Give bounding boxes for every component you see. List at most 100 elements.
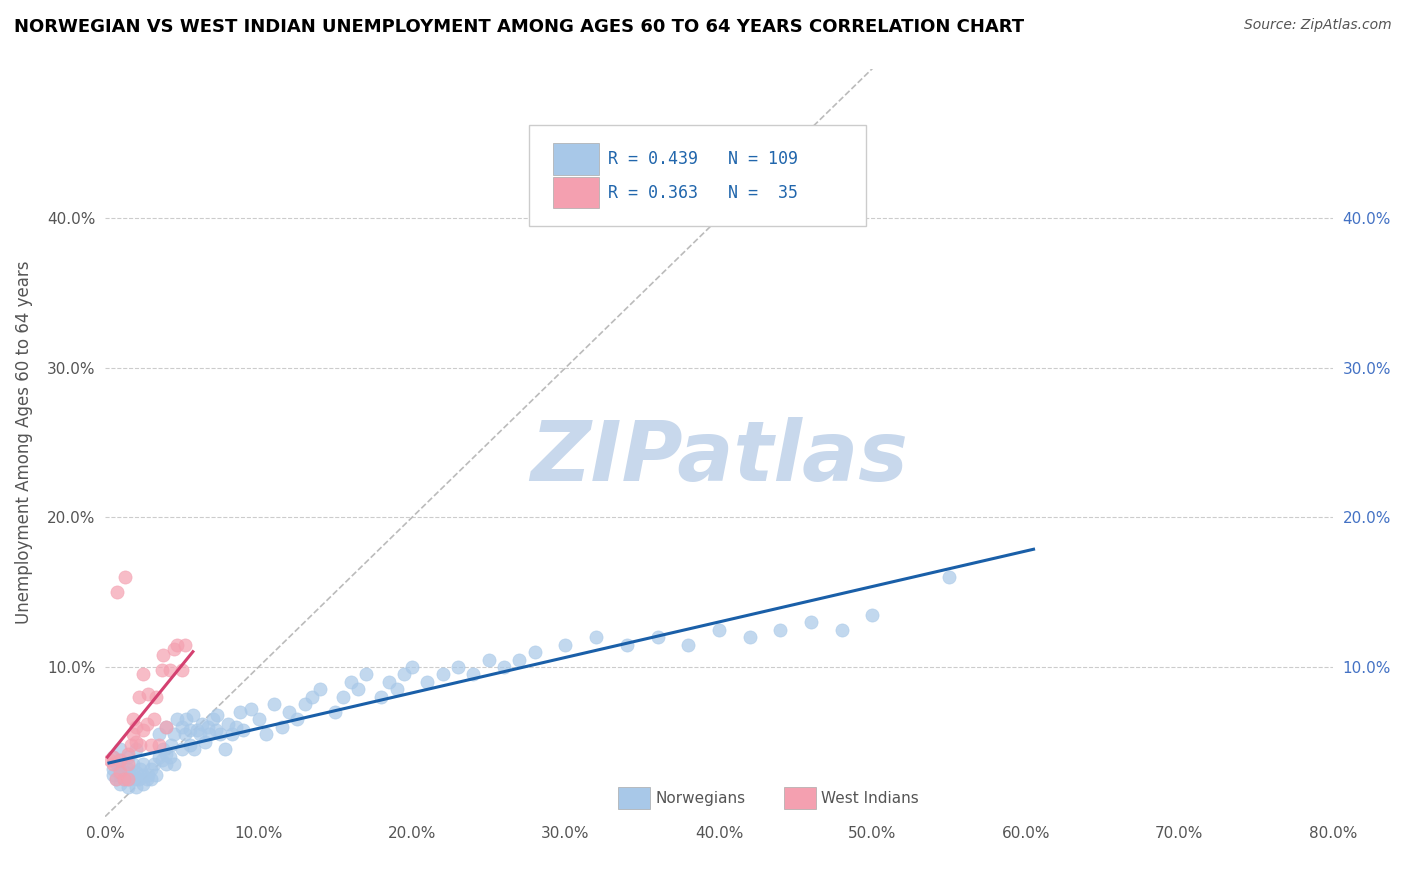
Point <box>170 720 193 734</box>
Point <box>101 749 124 764</box>
Text: NORWEGIAN VS WEST INDIAN UNEMPLOYMENT AMONG AGES 60 TO 64 YEARS CORRELATION CHAR: NORWEGIAN VS WEST INDIAN UNEMPLOYMENT AM… <box>14 18 1024 36</box>
Point <box>125 772 148 787</box>
Point <box>155 720 177 734</box>
Text: R = 0.439   N = 109: R = 0.439 N = 109 <box>609 150 799 168</box>
Point <box>221 727 243 741</box>
Point <box>163 757 186 772</box>
Point <box>163 727 186 741</box>
Point <box>186 723 208 737</box>
Point <box>121 712 143 726</box>
Point <box>110 742 132 756</box>
Point <box>117 780 139 794</box>
Point <box>183 742 205 756</box>
Point <box>132 777 155 791</box>
Point <box>738 630 761 644</box>
Point <box>135 716 157 731</box>
Point <box>394 667 416 681</box>
Point <box>148 738 170 752</box>
Point <box>152 742 174 756</box>
Point <box>132 757 155 772</box>
Point <box>150 663 173 677</box>
Point <box>125 764 148 779</box>
Point <box>170 663 193 677</box>
Point <box>198 727 221 741</box>
Point <box>112 772 135 787</box>
Point <box>114 764 136 779</box>
Point <box>179 738 201 752</box>
Point <box>110 777 132 791</box>
Point <box>323 705 346 719</box>
Point <box>110 753 132 767</box>
Point <box>150 753 173 767</box>
Point <box>523 645 546 659</box>
Point <box>110 768 132 782</box>
Point <box>166 638 188 652</box>
FancyBboxPatch shape <box>553 144 599 175</box>
Point <box>128 690 150 704</box>
Point <box>800 615 823 629</box>
Point <box>860 607 883 622</box>
FancyBboxPatch shape <box>553 177 599 209</box>
Point <box>125 742 148 756</box>
Point <box>239 702 262 716</box>
Point <box>125 735 148 749</box>
Point <box>938 570 960 584</box>
Point <box>494 660 516 674</box>
Point <box>132 768 155 782</box>
Point <box>148 727 170 741</box>
Point <box>194 735 217 749</box>
Point <box>209 727 232 741</box>
Point <box>166 712 188 726</box>
Point <box>769 623 792 637</box>
Point <box>401 660 423 674</box>
Point <box>125 780 148 794</box>
Point <box>678 638 700 652</box>
Point <box>101 749 124 764</box>
Point <box>179 723 201 737</box>
Point <box>163 642 186 657</box>
Point <box>121 727 143 741</box>
Point <box>191 716 214 731</box>
Point <box>170 742 193 756</box>
Y-axis label: Unemployment Among Ages 60 to 64 years: Unemployment Among Ages 60 to 64 years <box>15 260 32 624</box>
Point <box>121 757 143 772</box>
Point <box>378 675 401 690</box>
Point <box>117 747 139 761</box>
Point <box>105 585 128 599</box>
Point <box>585 630 607 644</box>
Point <box>831 623 853 637</box>
Point <box>120 738 142 752</box>
Point <box>110 762 132 776</box>
Point <box>463 667 485 681</box>
Point <box>136 687 159 701</box>
Point <box>128 772 150 787</box>
Point <box>155 757 177 772</box>
Point <box>370 690 392 704</box>
Point <box>707 623 730 637</box>
Point <box>141 762 163 776</box>
Point <box>112 772 135 787</box>
Point <box>125 720 148 734</box>
Point <box>354 667 377 681</box>
Point <box>98 753 121 767</box>
FancyBboxPatch shape <box>785 788 815 809</box>
Point <box>117 749 139 764</box>
Point <box>181 707 204 722</box>
Point <box>101 768 124 782</box>
Point <box>204 723 226 737</box>
Point <box>117 757 139 772</box>
Point <box>214 742 236 756</box>
Point <box>385 682 408 697</box>
Point <box>104 772 127 787</box>
Point <box>176 712 198 726</box>
Point <box>616 638 638 652</box>
Point <box>197 720 219 734</box>
Point <box>447 660 470 674</box>
Point <box>416 675 439 690</box>
Point <box>136 768 159 782</box>
Point <box>188 727 211 741</box>
Point <box>347 682 370 697</box>
Point <box>160 738 183 752</box>
Point <box>117 772 139 787</box>
Point <box>339 675 361 690</box>
